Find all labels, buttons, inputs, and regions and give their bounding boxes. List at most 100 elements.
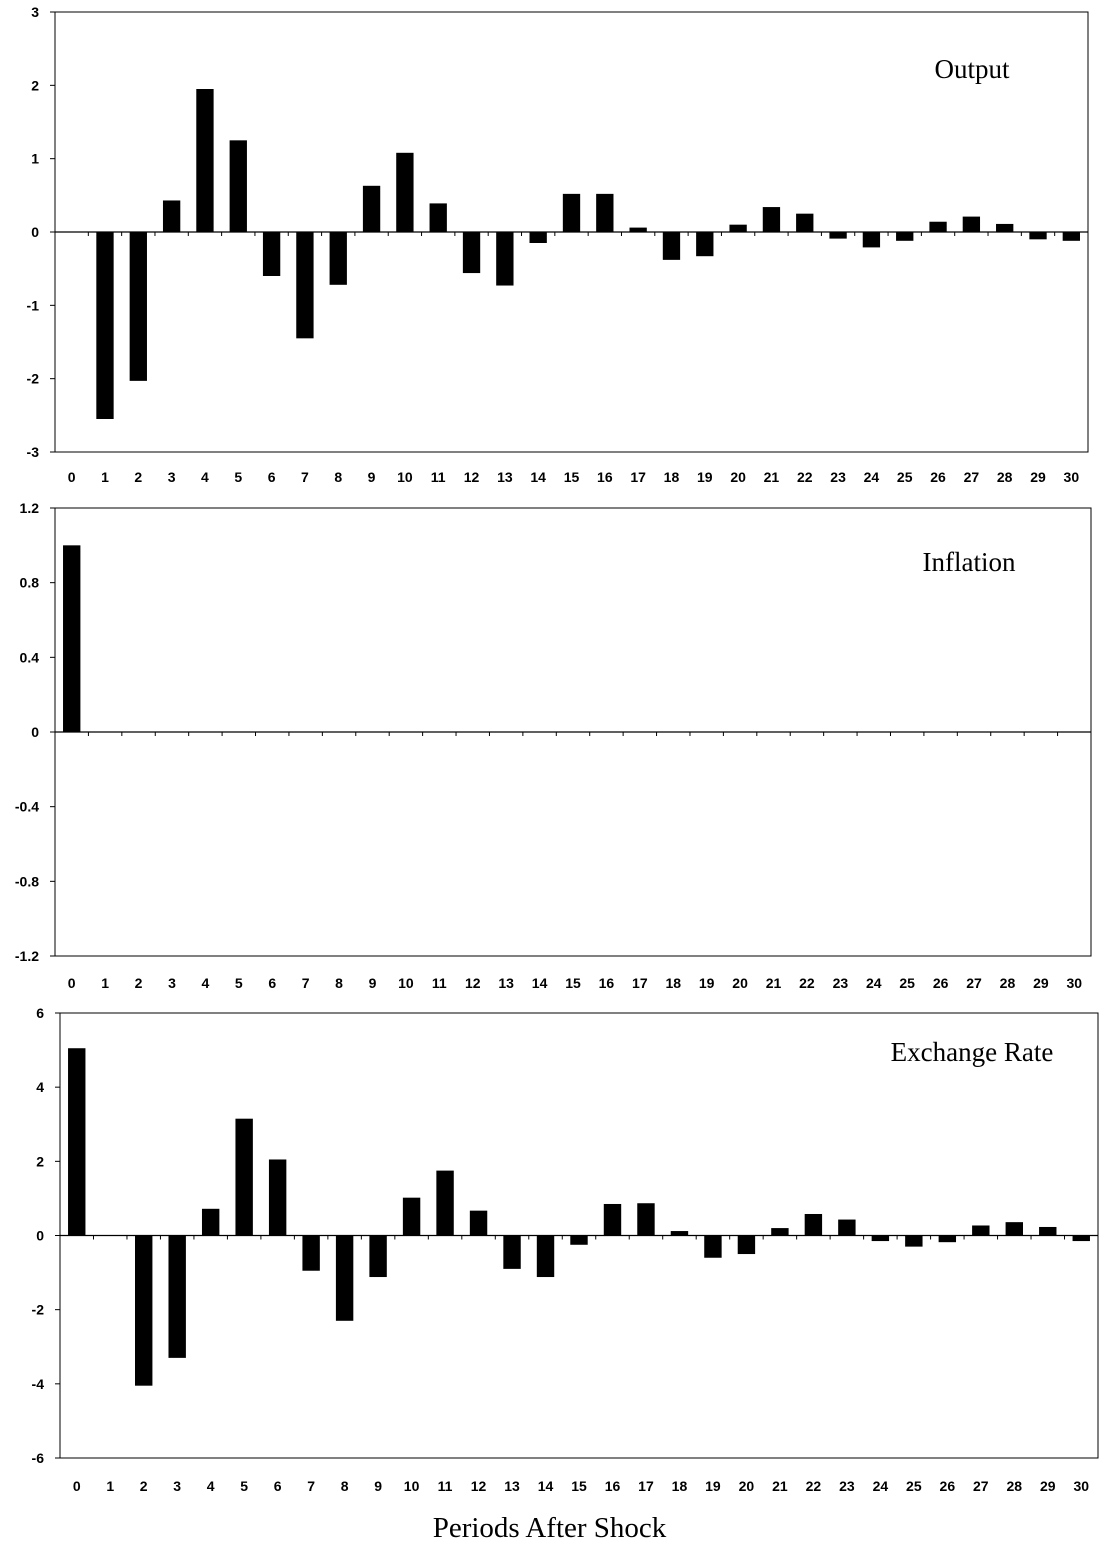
x-tick-label: 19 <box>699 975 715 991</box>
bar <box>762 207 781 232</box>
y-tick-label: 4 <box>36 1079 44 1095</box>
bar <box>529 232 547 243</box>
x-tick-label: 20 <box>739 1478 755 1494</box>
bar <box>771 1228 789 1236</box>
x-tick-label: 30 <box>1073 1478 1089 1494</box>
bar <box>469 1210 488 1236</box>
x-tick-label: 25 <box>906 1478 922 1494</box>
bar <box>369 1235 387 1278</box>
bar <box>335 1235 354 1321</box>
x-tick-label: 11 <box>432 975 447 991</box>
x-tick-label: 25 <box>899 975 915 991</box>
bar <box>68 1048 86 1236</box>
x-tick-label: 26 <box>930 469 946 485</box>
bar <box>536 1235 555 1278</box>
bar <box>972 1225 990 1236</box>
y-tick-label: 1.2 <box>20 500 40 516</box>
x-tick-label: 20 <box>730 469 746 485</box>
bar <box>302 1235 320 1271</box>
bar <box>503 1235 521 1269</box>
x-tick-label: 16 <box>605 1478 621 1494</box>
x-tick-label: 13 <box>497 469 513 485</box>
bar <box>737 1235 756 1255</box>
x-tick-label: 21 <box>764 469 780 485</box>
x-tick-label: 20 <box>732 975 748 991</box>
bar <box>1039 1226 1057 1236</box>
x-tick-label: 19 <box>697 469 713 485</box>
bar <box>603 1203 622 1236</box>
bar <box>462 232 481 274</box>
x-tick-label: 10 <box>397 469 413 485</box>
y-tick-label: 0 <box>31 724 39 740</box>
y-tick-label: 0.4 <box>20 649 40 665</box>
x-tick-label: 21 <box>772 1478 788 1494</box>
x-tick-label: 22 <box>806 1478 822 1494</box>
bar <box>929 221 947 232</box>
x-tick-label: 9 <box>369 975 377 991</box>
bar <box>296 232 314 339</box>
x-tick-label: 17 <box>632 975 648 991</box>
bar <box>235 1118 253 1236</box>
x-tick-label: 10 <box>398 975 414 991</box>
y-tick-label: 0 <box>36 1228 44 1244</box>
bar <box>838 1219 856 1236</box>
x-tick-label: 8 <box>334 469 342 485</box>
y-tick-label: -2 <box>32 1302 45 1318</box>
bar <box>637 1203 655 1236</box>
x-tick-label: 18 <box>665 975 681 991</box>
bar <box>962 216 981 232</box>
x-tick-label: 5 <box>234 469 242 485</box>
bar <box>329 232 347 285</box>
y-tick-label: 1 <box>31 151 39 167</box>
x-tick-label: 12 <box>464 469 480 485</box>
x-tick-label: 21 <box>766 975 782 991</box>
x-tick-label: 18 <box>672 1478 688 1494</box>
x-tick-label: 2 <box>135 975 143 991</box>
x-tick-label: 22 <box>797 469 813 485</box>
x-tick-label: 27 <box>973 1478 989 1494</box>
bar <box>570 1235 588 1245</box>
x-tick-label: 29 <box>1030 469 1046 485</box>
x-tick-label: 1 <box>101 975 109 991</box>
x-tick-label: 5 <box>235 975 243 991</box>
x-tick-label: 12 <box>465 975 481 991</box>
x-tick-label: 15 <box>571 1478 587 1494</box>
y-tick-label: -3 <box>27 444 40 460</box>
bar <box>938 1235 957 1243</box>
chart-title: Output <box>934 54 1010 84</box>
bar <box>871 1235 890 1242</box>
bar <box>862 232 881 248</box>
y-tick-label: -0.8 <box>15 873 39 889</box>
bar <box>670 1231 689 1236</box>
bar <box>135 1235 153 1386</box>
x-tick-label: 0 <box>68 975 76 991</box>
x-tick-label: 8 <box>341 1478 349 1494</box>
bar <box>229 140 247 232</box>
x-tick-label: 26 <box>940 1478 956 1494</box>
x-tick-label: 27 <box>966 975 982 991</box>
x-tick-label: 6 <box>268 975 276 991</box>
bar <box>196 89 214 232</box>
x-tick-label: 30 <box>1067 975 1083 991</box>
x-tick-label: 9 <box>374 1478 382 1494</box>
bar <box>268 1159 287 1236</box>
x-tick-label: 8 <box>335 975 343 991</box>
x-tick-label: 24 <box>864 469 880 485</box>
x-tick-label: 0 <box>73 1478 81 1494</box>
x-tick-label: 5 <box>240 1478 248 1494</box>
bar <box>429 203 447 232</box>
x-tick-label: 24 <box>873 1478 889 1494</box>
bar <box>629 227 647 232</box>
bar <box>262 232 281 276</box>
y-tick-label: 0 <box>31 224 39 240</box>
y-tick-label: -1 <box>27 297 40 313</box>
x-tick-label: 13 <box>498 975 514 991</box>
x-tick-label: 26 <box>933 975 949 991</box>
bar <box>696 232 714 257</box>
bar <box>96 232 114 419</box>
x-tick-label: 28 <box>1007 1478 1023 1494</box>
x-tick-label: 2 <box>134 469 142 485</box>
x-tick-label: 7 <box>302 975 310 991</box>
